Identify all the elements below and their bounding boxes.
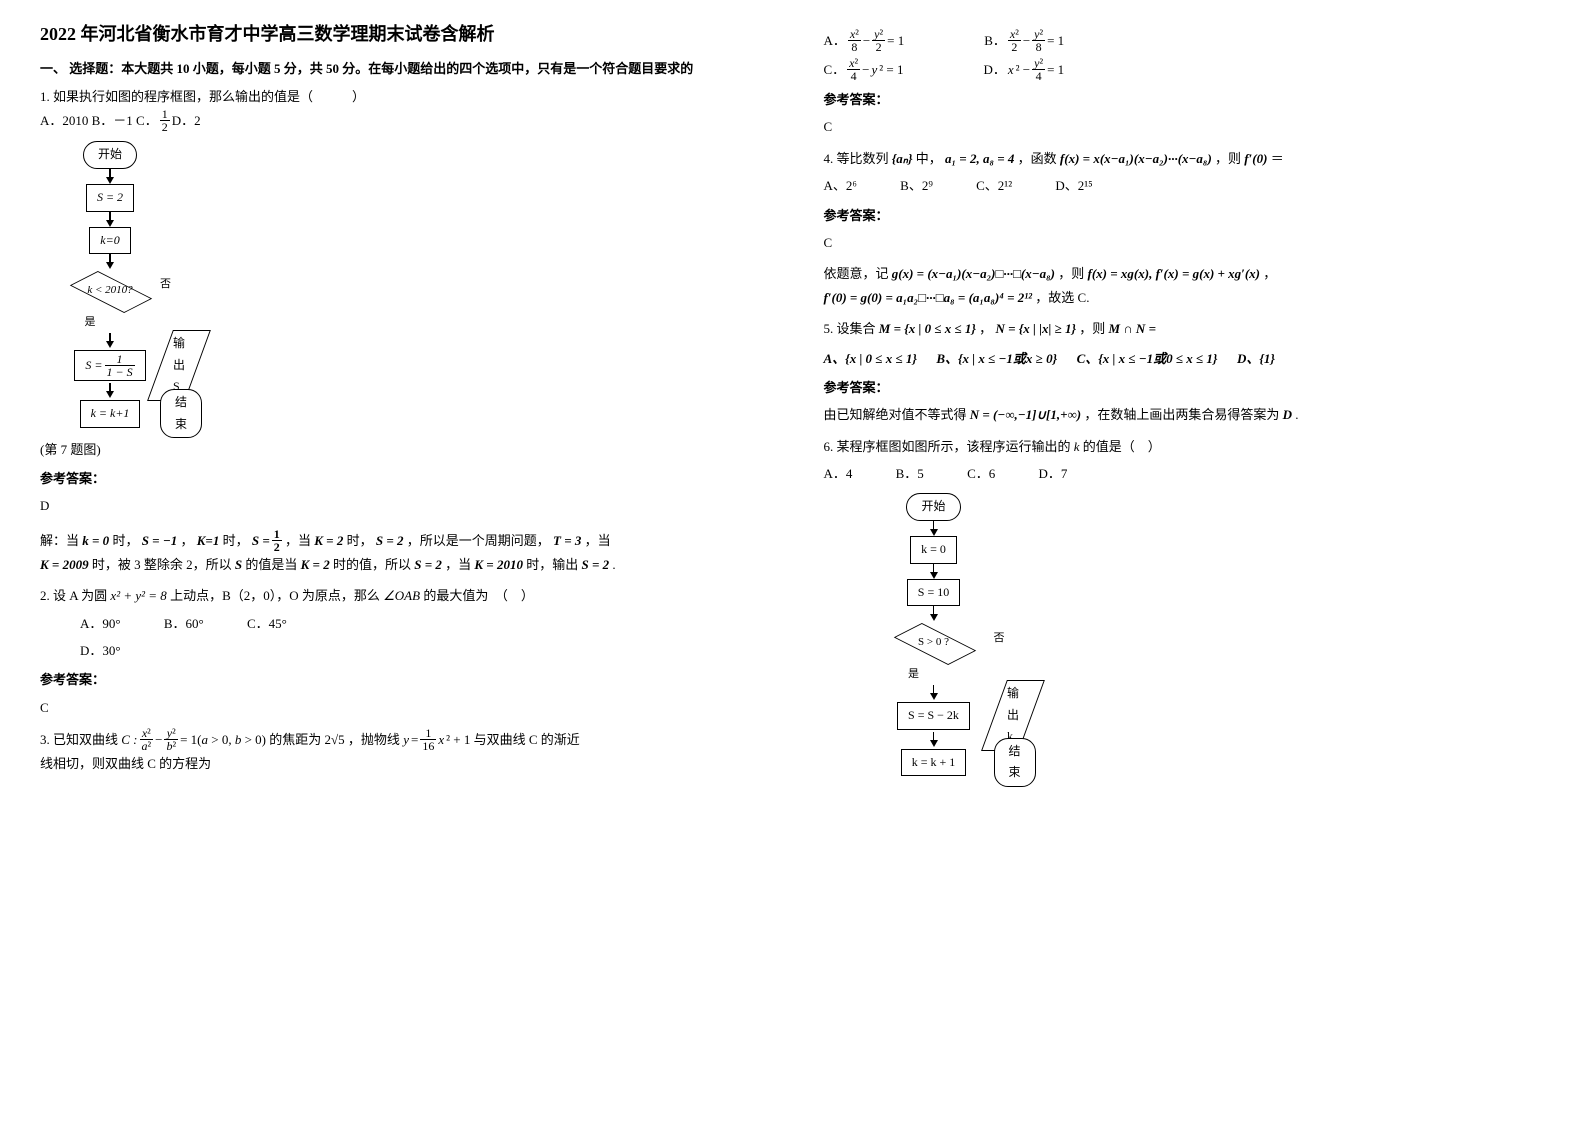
fc-start: 开始 bbox=[83, 141, 137, 169]
fc6-cond: S > 0 ? bbox=[894, 623, 974, 663]
fc6-k0: k = 0 bbox=[910, 536, 957, 564]
answer-label: 参考答案： bbox=[824, 88, 1548, 111]
question-3: 3. 已知双曲线 C : x²a² − y²b² = 1(a > 0, b > … bbox=[40, 727, 764, 775]
q1-opts-a: A．2010 B．－1 C． bbox=[40, 109, 158, 132]
fc-cond: k < 2010? bbox=[70, 271, 150, 311]
fc-no-label: 否 bbox=[160, 275, 171, 295]
title: 2022 年河北省衡水市育才中学高三数学理期末试卷含解析 bbox=[40, 20, 764, 46]
q3-options: A． x²8 − y²2 = 1 B． x²2 − y²8 = 1 C． x²4… bbox=[824, 28, 1548, 139]
q3-opt-b: B． x²2 − y²8 = 1 bbox=[984, 28, 1064, 53]
q3-answer: C bbox=[824, 115, 1548, 138]
q4-opt-d: D、2¹⁵ bbox=[1055, 174, 1092, 197]
fc6-dec: S = S − 2k bbox=[897, 702, 970, 730]
q6-opt-b: B．5 bbox=[896, 462, 924, 485]
q2-opt-d: D．30° bbox=[80, 639, 121, 662]
left-column: 2022 年河北省衡水市育才中学高三数学理期末试卷含解析 一、 选择题：本大题共… bbox=[40, 20, 764, 786]
q3-parabola: y = 116 x² + 1 bbox=[403, 727, 470, 752]
section-heading: 一、 选择题：本大题共 10 小题，每小题 5 分，共 50 分。在每小题给出的… bbox=[40, 58, 764, 77]
q3-opt-d: D． x² − y²4 = 1 bbox=[983, 57, 1064, 82]
right-column: A． x²8 − y²2 = 1 B． x²2 − y²8 = 1 C． x²4… bbox=[824, 20, 1548, 786]
fc-end: 结束 bbox=[160, 389, 202, 438]
fraction-half: 12 bbox=[160, 108, 170, 133]
q3-opt-c: C． x²4 − y² = 1 bbox=[824, 57, 904, 82]
answer-label: 参考答案： bbox=[40, 467, 764, 490]
q2-opt-a: A．90° bbox=[80, 612, 121, 635]
q6-opt-d: D．7 bbox=[1038, 462, 1067, 485]
q6-opt-a: A．4 bbox=[824, 462, 853, 485]
question-5: 5. 设集合 M = {x | 0 ≤ x ≤ 1} ， N = {x | |x… bbox=[824, 317, 1548, 427]
q1-caption: (第 7 题图) bbox=[40, 438, 764, 461]
q5-solution: 由已知解绝对值不等式得 N = (−∞,−1]∪[1,+∞) ，在数轴上画出两集… bbox=[824, 403, 1548, 426]
q4-opt-b: B、2⁹ bbox=[900, 174, 933, 197]
q1-opts-b: D．2 bbox=[172, 109, 201, 132]
q2-opt-c: C．45° bbox=[247, 612, 287, 635]
q4-opt-a: A、2⁶ bbox=[824, 174, 857, 197]
q1-flowchart: 开始 S = 2 k=0 k < 2010? 否 是 bbox=[40, 141, 764, 429]
q2-opt-b: B．60° bbox=[164, 612, 204, 635]
q4-answer: C bbox=[824, 231, 1548, 254]
q4-opt-c: C、2¹² bbox=[976, 174, 1012, 197]
q6-flowchart: 开始 k = 0 S = 10 S > 0 ? 否 是 bbox=[864, 493, 1548, 778]
answer-label: 参考答案： bbox=[824, 204, 1548, 227]
q1-options: A．2010 B．－1 C． 12 D．2 bbox=[40, 108, 201, 133]
fc6-inc: k = k + 1 bbox=[901, 749, 967, 777]
q1-solution: 解：当 k = 0 时， S = −1 ， K=1 时， S =12 ，当 K … bbox=[40, 528, 764, 576]
fc-assign: S = 11 − S bbox=[74, 350, 145, 381]
question-4: 4. 等比数列 {aₙ} 中， a₁ = 2, a₈ = 4 ，函数 f(x) … bbox=[824, 147, 1548, 309]
q3-opt-a: A． x²8 − y²2 = 1 bbox=[824, 28, 905, 53]
q6-opt-c: C．6 bbox=[967, 462, 995, 485]
fc6-start: 开始 bbox=[906, 493, 960, 521]
fc6-end: 结束 bbox=[994, 738, 1036, 787]
fc-k0: k=0 bbox=[89, 227, 130, 255]
fc6-s10: S = 10 bbox=[907, 579, 960, 607]
question-6: 6. 某程序框图如图所示，该程序运行输出的 k 的值是（ ） A．4 B．5 C… bbox=[824, 435, 1548, 779]
fc-s2: S = 2 bbox=[86, 184, 134, 212]
question-1: 1. 如果执行如图的程序框图，那么输出的值是（ ） A．2010 B．－1 C．… bbox=[40, 85, 764, 576]
answer-label: 参考答案： bbox=[824, 376, 1548, 399]
question-2: 2. 设 A 为圆 x² + y² = 8 上动点，B（2，0），O 为原点，那… bbox=[40, 584, 764, 719]
fc6-no-label: 否 bbox=[994, 629, 1005, 649]
fc-yes-label: 是 bbox=[85, 313, 96, 333]
fc6-yes-label: 是 bbox=[908, 665, 919, 685]
fc-inc: k = k+1 bbox=[80, 400, 141, 428]
q3-hyperbola: C : x²a² − y²b² = 1(a > 0, b > 0) bbox=[121, 727, 266, 752]
answer-label: 参考答案： bbox=[40, 668, 764, 691]
q2-answer: C bbox=[40, 696, 764, 719]
q4-solution: 依题意，记 g(x) = (x−a₁)(x−a₂)□···□(x−a₈) ，则 … bbox=[824, 262, 1548, 309]
q1-stem: 1. 如果执行如图的程序框图，那么输出的值是（ ） bbox=[40, 85, 764, 108]
q1-answer: D bbox=[40, 494, 764, 517]
